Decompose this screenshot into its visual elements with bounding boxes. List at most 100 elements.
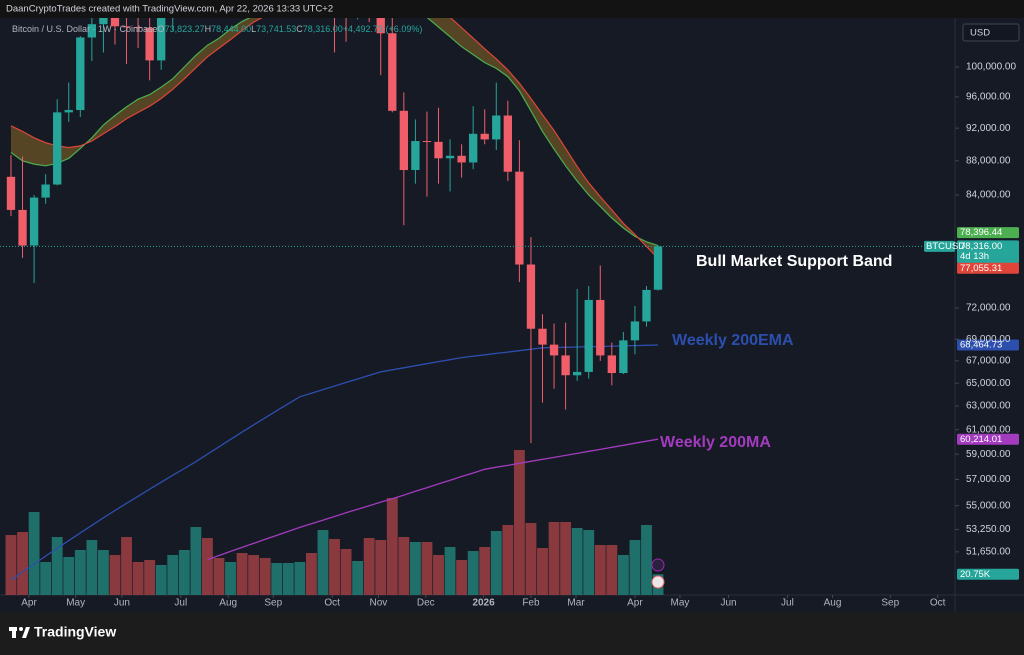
footer-bar (0, 612, 1024, 655)
candle-body (480, 133, 489, 140)
volume-bar (121, 537, 132, 595)
candle-body (29, 197, 39, 246)
y-tick-label: 67,000.00 (966, 356, 1011, 367)
volume-bar (248, 555, 260, 595)
y-tick-label: 61,000.00 (966, 424, 1011, 435)
volume-bar (201, 538, 213, 595)
volume-bar (594, 545, 606, 595)
countdown-tag: 4d 13h (960, 251, 989, 262)
volume-bar (305, 553, 317, 595)
volume-bar (375, 540, 387, 595)
volume-bar (28, 512, 40, 595)
candle-body (445, 155, 455, 159)
x-tick-label: Jun (114, 598, 130, 609)
volume-bar (144, 560, 156, 595)
volume-bar (236, 553, 248, 595)
x-tick-label: Dec (417, 598, 435, 609)
candle-body (18, 209, 27, 246)
volume-bar (17, 532, 28, 595)
volume-bar (63, 557, 75, 595)
logo-part (19, 627, 23, 631)
volume-bar (271, 563, 283, 595)
volume-bar (259, 558, 271, 595)
x-tick-label: Apr (21, 598, 37, 609)
x-tick-label: Jul (174, 598, 187, 609)
volume-bar (167, 555, 179, 595)
volume-bar (5, 535, 17, 595)
candle-body (411, 141, 420, 171)
volume-bar (641, 525, 652, 595)
volume-bar (409, 542, 421, 595)
band-line (10, 18, 659, 247)
x-tick-label: May (671, 598, 690, 609)
y-tick-label: 84,000.00 (966, 190, 1011, 201)
close-tag: 78,316.00 (960, 241, 1002, 252)
y-tick-label: 57,000.00 (966, 474, 1011, 485)
volume-bar (386, 498, 398, 595)
candle-body (53, 112, 62, 185)
volume-bar (363, 538, 375, 595)
candle-body (653, 246, 663, 290)
x-tick-label: 2026 (472, 598, 495, 609)
volume-bar (225, 562, 236, 595)
candle-body (99, 18, 108, 25)
volume-bar (97, 550, 109, 595)
band-upper-tag: 78,396.44 (960, 227, 1002, 238)
x-tick-label: Oct (324, 598, 340, 609)
candle-body (573, 371, 582, 376)
ohlc-value: 73,741.53 (256, 24, 296, 34)
ma-tag-bg (957, 339, 1019, 351)
y-tick-label: 92,000.00 (966, 123, 1011, 134)
volume-bar (583, 530, 595, 595)
y-tick-label: 65,000.00 (966, 378, 1011, 389)
candle-body (87, 24, 97, 38)
volume-bar (282, 563, 294, 595)
volume-bar (190, 527, 202, 595)
symbol-tag: BTCUSD (926, 241, 965, 252)
x-tick-label: Feb (522, 598, 540, 609)
x-tick-label: May (66, 598, 85, 609)
volume-bar (617, 555, 629, 595)
candle-body (549, 344, 559, 356)
y-tick-label: 72,000.00 (966, 303, 1011, 314)
brand-name: TradingView (34, 624, 116, 640)
y-tick-label: 55,000.00 (966, 500, 1011, 511)
volume-bar (178, 550, 190, 595)
currency-box (962, 23, 1020, 42)
candle-body (538, 328, 547, 345)
volume-bar (132, 562, 144, 595)
volume-bar (40, 562, 52, 595)
logo-part (22, 627, 30, 638)
volume-bar (490, 531, 502, 595)
ma-line (207, 438, 659, 561)
volume-bar (86, 540, 98, 595)
candle-body (469, 133, 478, 163)
event-icon (651, 558, 665, 572)
volume-bar (213, 558, 225, 595)
volume-bar (606, 545, 618, 595)
band-upper-tag-bg (957, 227, 1019, 239)
candle-body (133, 26, 143, 28)
brand-logo (9, 627, 30, 638)
volume-bar (467, 551, 479, 595)
ohlc-key: L (251, 24, 256, 34)
candle-body (642, 289, 651, 322)
volume-bar (109, 555, 121, 595)
ohlc-value: 78,444.00 (211, 24, 251, 34)
y-tick-label: 51,650.00 (966, 546, 1011, 557)
volume-bar (456, 560, 468, 595)
candle-body (492, 115, 501, 140)
candle-body (157, 18, 166, 61)
candle-body (122, 26, 131, 28)
candle-body (376, 18, 385, 34)
candle-body (596, 299, 605, 356)
x-tick-label: Nov (370, 598, 388, 609)
volume-bar (352, 561, 364, 595)
ohlc-key: H (205, 24, 212, 34)
candle-body (6, 176, 16, 210)
candle-body (110, 18, 120, 27)
volume-bar (421, 542, 433, 595)
ohlc-change: +4,492.73 (+6.09%) (343, 24, 423, 34)
x-tick-label: Aug (824, 598, 842, 609)
candle-body (526, 264, 536, 329)
